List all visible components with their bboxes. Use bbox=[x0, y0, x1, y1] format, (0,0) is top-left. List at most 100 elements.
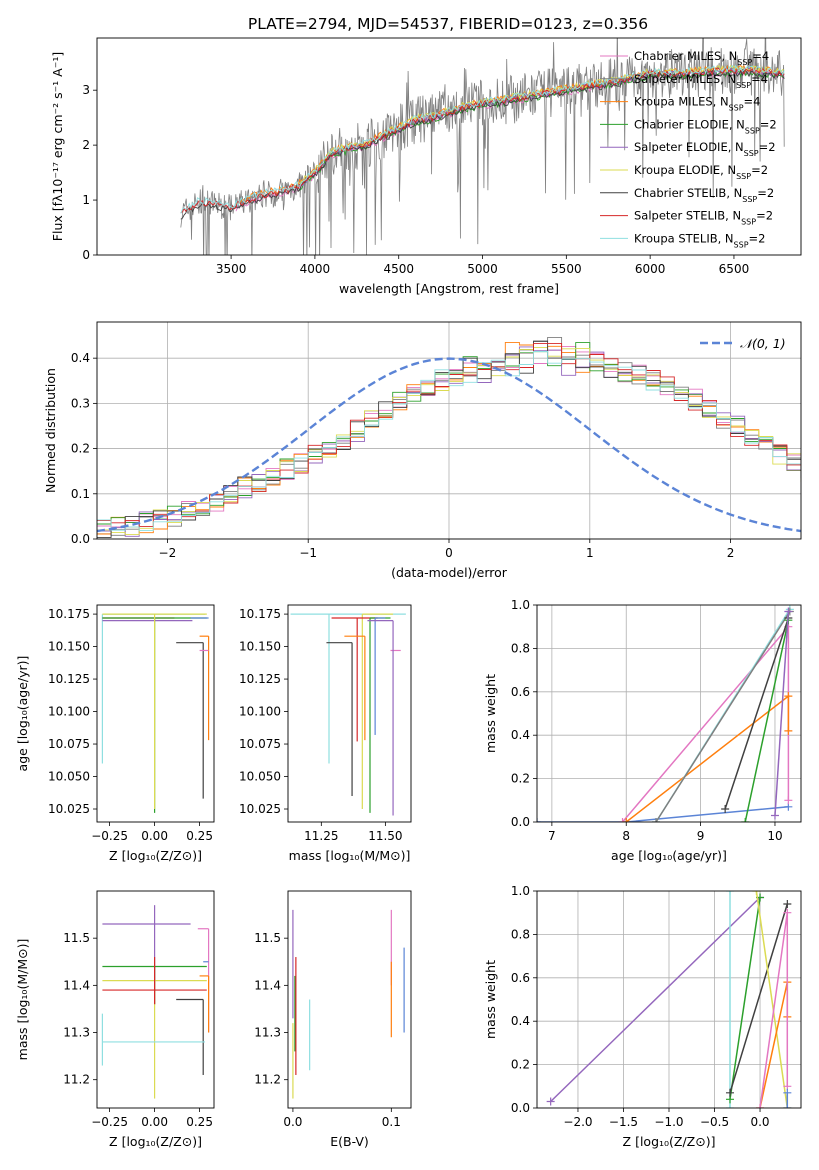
y-axis-label: Flux [fλ10⁻¹⁷ erg cm⁻² s⁻¹ A⁻¹] bbox=[50, 52, 65, 241]
legend-entry: Chabrier ELODIE, NSSP=2 bbox=[634, 117, 777, 135]
x-tick-label: 0 bbox=[445, 546, 453, 560]
y-tick-label: 10.175 bbox=[48, 607, 90, 621]
x-axis-label: Z [log₁₀(Z/Z⊙)] bbox=[109, 848, 202, 863]
legend-entry: Salpeter STELIB, NSSP=2 bbox=[634, 209, 773, 227]
weight-line bbox=[724, 617, 790, 810]
y-tick-label: 11.2 bbox=[254, 1073, 281, 1087]
plus-marker bbox=[784, 692, 793, 701]
plus-marker bbox=[725, 1104, 734, 1108]
plus-marker bbox=[618, 818, 627, 822]
x-tick-label: −0.25 bbox=[91, 829, 128, 843]
x-tick-label: 7 bbox=[548, 829, 556, 843]
plot-area bbox=[537, 891, 801, 1108]
y-tick-label: 10.175 bbox=[239, 607, 281, 621]
y-tick-label: 0.4 bbox=[71, 351, 90, 365]
y-tick-label: 10.050 bbox=[239, 770, 281, 784]
legend-entry: Salpeter MILES, NSSP=4 bbox=[634, 72, 768, 90]
y-tick-label: 10.100 bbox=[48, 705, 90, 719]
y-tick-label: 0.0 bbox=[511, 1101, 530, 1115]
weight-line bbox=[774, 611, 790, 816]
y-tick-label: 11.3 bbox=[254, 1026, 281, 1040]
x-tick-label: 0.1 bbox=[382, 1115, 401, 1129]
axes-frame bbox=[536, 890, 802, 1109]
model-spectrum bbox=[180, 67, 785, 214]
axes-frame bbox=[287, 604, 412, 823]
y-tick-label: 10.050 bbox=[48, 770, 90, 784]
plus-marker bbox=[756, 1104, 765, 1108]
plot-area bbox=[290, 613, 406, 816]
legend-entry: Kroupa MILES, NSSP=4 bbox=[634, 95, 760, 113]
x-tick-label: 4000 bbox=[300, 262, 331, 276]
y-tick-label: 11.5 bbox=[254, 931, 281, 945]
axes-frame bbox=[536, 604, 802, 823]
y-tick-label: 0.6 bbox=[511, 971, 530, 985]
x-axis-label: E(B-V) bbox=[330, 1134, 369, 1149]
x-tick-label: 9 bbox=[697, 829, 705, 843]
y-tick-label: 0.0 bbox=[511, 815, 530, 829]
x-tick-label: 5000 bbox=[467, 262, 498, 276]
x-tick-label: 6000 bbox=[635, 262, 666, 276]
plot-area bbox=[292, 909, 405, 1099]
x-tick-label: 11.50 bbox=[368, 829, 402, 843]
y-tick-label: 1.0 bbox=[511, 884, 530, 898]
y-tick-label: 10.125 bbox=[48, 672, 90, 686]
y-tick-label: 11.4 bbox=[254, 978, 281, 992]
y-tick-label: 1 bbox=[82, 193, 90, 207]
y-tick-label: 11.3 bbox=[63, 1026, 90, 1040]
x-tick-label: −2.0 bbox=[563, 1115, 592, 1129]
x-tick-label: 1 bbox=[586, 546, 594, 560]
plus-marker bbox=[770, 811, 779, 820]
plus-marker bbox=[783, 1088, 792, 1097]
y-tick-label: 10.150 bbox=[48, 640, 90, 654]
x-tick-label: 2 bbox=[727, 546, 735, 560]
panel-age-vs-mass: 11.25 11.50 10.025 10.050 10.075 10.100 10.125… bbox=[239, 604, 412, 863]
legend-entry: Chabrier STELIB, NSSP=2 bbox=[634, 186, 774, 204]
legend-entry: 𝒩(0, 1) bbox=[740, 336, 786, 351]
x-tick-label: 0.0 bbox=[283, 1115, 302, 1129]
y-tick-label: 0.2 bbox=[71, 442, 90, 456]
y-tick-label: 10.075 bbox=[239, 737, 281, 751]
x-axis-label: Z [log₁₀(Z/Z⊙)] bbox=[623, 1134, 716, 1149]
y-tick-label: 0.8 bbox=[511, 641, 530, 655]
legend: Chabrier MILES, NSSP=4 Salpeter MILES, NS… bbox=[600, 49, 777, 249]
x-tick-label: 4500 bbox=[383, 262, 414, 276]
y-tick-label: 10.100 bbox=[239, 705, 281, 719]
x-tick-label: −1 bbox=[299, 546, 317, 560]
y-tick-label: 11.5 bbox=[63, 931, 90, 945]
x-tick-label: −0.25 bbox=[91, 1115, 128, 1129]
plus-marker bbox=[651, 818, 660, 822]
plot-area bbox=[101, 905, 210, 1099]
legend-entry: Kroupa ELODIE, NSSP=2 bbox=[634, 163, 768, 181]
y-tick-label: 0.2 bbox=[511, 1058, 530, 1072]
panel-massweight-vs-age: 7 8 9 10 0.0 0.2 0.4 0.6 0.8 1.0 age [log₁₀(age/yr… bbox=[483, 598, 802, 863]
plus-marker bbox=[725, 1088, 734, 1097]
gaussian-curve bbox=[97, 357, 801, 533]
y-tick-label: 0.4 bbox=[511, 1014, 530, 1028]
y-axis-label: age [log₁₀(age/yr)] bbox=[15, 656, 30, 772]
plus-marker bbox=[784, 607, 793, 616]
residual-histogram bbox=[97, 340, 801, 538]
x-axis-label: (data-model)/error bbox=[391, 565, 508, 580]
legend-entry: Kroupa STELIB, NSSP=2 bbox=[634, 231, 765, 249]
legend-entry: Salpeter ELODIE, NSSP=2 bbox=[634, 140, 776, 158]
y-tick-label: 11.2 bbox=[63, 1073, 90, 1087]
plot-area bbox=[537, 605, 801, 822]
y-tick-label: 2 bbox=[82, 138, 90, 152]
plus-marker bbox=[725, 891, 734, 895]
panel-mass-vs-Z: −0.25 0.00 0.25 11.2 11.3 11.4 11.5 Z [log₁₀(Z/… bbox=[15, 890, 215, 1149]
y-tick-label: 10.025 bbox=[48, 802, 90, 816]
plus-marker bbox=[783, 1104, 792, 1108]
plus-marker bbox=[784, 796, 793, 805]
plus-marker bbox=[622, 818, 631, 822]
y-tick-label: 11.4 bbox=[63, 978, 90, 992]
y-tick-label: 10.025 bbox=[239, 802, 281, 816]
x-tick-label: 3500 bbox=[216, 262, 247, 276]
y-tick-label: 0 bbox=[82, 248, 90, 262]
y-tick-label: 1.0 bbox=[511, 598, 530, 612]
panel-spectrum: 3500 4000 4500 5000 5500 6000 6500 0 1 2 3 waveleng… bbox=[50, 37, 802, 296]
x-tick-label: 0.25 bbox=[186, 1115, 213, 1129]
weight-line bbox=[537, 806, 789, 822]
panel-massweight-vs-Z: −2.0 −1.5 −1.0 −0.5 0.0 0.0 0.2 0.4 0.6 0.8 1.0 Z [… bbox=[483, 884, 802, 1149]
y-tick-label: 0.2 bbox=[511, 772, 530, 786]
